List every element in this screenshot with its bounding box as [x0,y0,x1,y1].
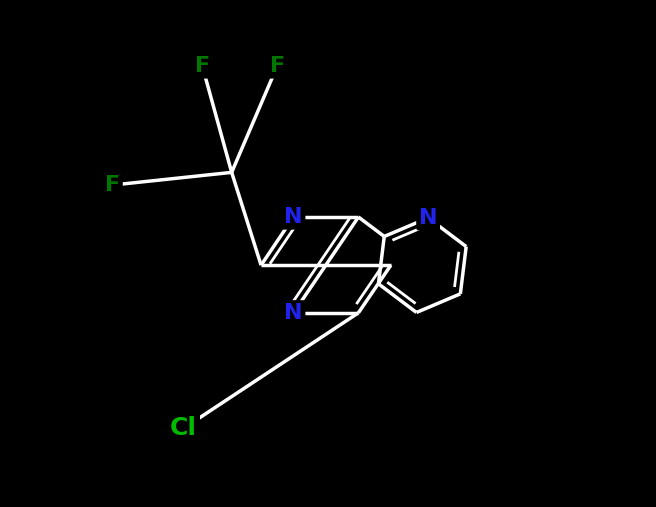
Text: Cl: Cl [170,416,197,441]
Text: F: F [195,56,210,76]
Text: F: F [270,56,285,76]
Text: F: F [105,175,120,195]
Text: N: N [284,207,303,227]
Text: N: N [419,208,438,228]
Text: N: N [284,303,303,323]
